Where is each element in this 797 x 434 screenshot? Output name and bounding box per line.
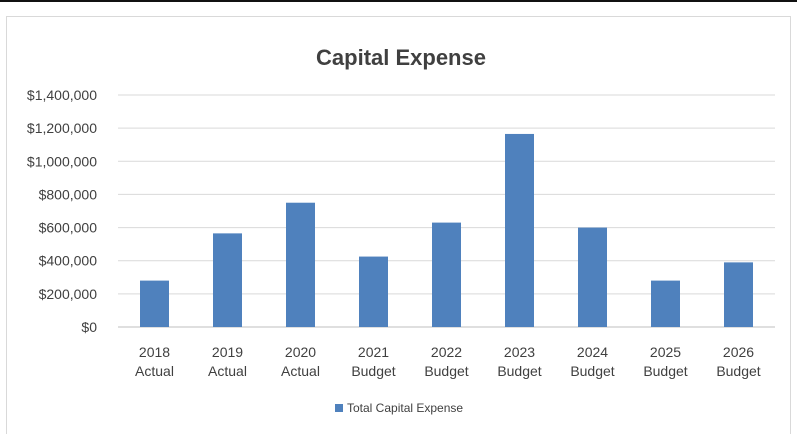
- bar: [140, 280, 169, 327]
- y-tick-label: $1,000,000: [27, 153, 97, 169]
- chart-frame: [6, 16, 791, 434]
- x-category-label: 2025: [650, 344, 681, 360]
- y-tick-label: $200,000: [39, 286, 98, 302]
- x-category-label: Budget: [570, 363, 614, 379]
- legend-label: Total Capital Expense: [347, 401, 463, 415]
- x-category-label: Budget: [497, 363, 541, 379]
- y-tick-label: $1,400,000: [27, 87, 97, 103]
- x-category-label: Budget: [643, 363, 687, 379]
- x-category-label: 2019: [212, 344, 243, 360]
- x-category-label: Budget: [351, 363, 395, 379]
- x-category-label: Actual: [208, 363, 247, 379]
- y-tick-label: $1,200,000: [27, 120, 97, 136]
- bar: [213, 233, 242, 327]
- legend-swatch: [335, 404, 343, 412]
- top-rule: [0, 0, 797, 2]
- y-tick-label: $0: [81, 319, 97, 335]
- bar: [578, 227, 607, 327]
- x-category-label: 2023: [504, 344, 535, 360]
- bar: [724, 262, 753, 327]
- bar: [286, 202, 315, 327]
- x-category-label: Budget: [716, 363, 760, 379]
- x-category-label: Actual: [281, 363, 320, 379]
- y-tick-label: $600,000: [39, 220, 98, 236]
- x-category-label: 2026: [723, 344, 754, 360]
- y-tick-label: $400,000: [39, 253, 98, 269]
- bar: [432, 222, 461, 327]
- x-category-label: 2021: [358, 344, 389, 360]
- chart-title: Capital Expense: [316, 45, 486, 70]
- x-category-label: 2020: [285, 344, 316, 360]
- y-tick-label: $800,000: [39, 186, 98, 202]
- x-category-label: Budget: [424, 363, 468, 379]
- x-category-label: Actual: [135, 363, 174, 379]
- y-axis-tick-labels: $0 $200,000 $400,000 $600,000 $800,000 $1,000…: [27, 87, 97, 335]
- bars: [140, 133, 753, 327]
- bar: [651, 280, 680, 327]
- bar: [505, 133, 534, 327]
- bar: [359, 256, 388, 327]
- x-axis-category-labels: 2018 Actual 2019 Actual 2020 Actual 2021 Budget…: [135, 344, 761, 379]
- x-category-label: 2018: [139, 344, 170, 360]
- legend: Total Capital Expense: [335, 401, 463, 415]
- x-category-label: 2022: [431, 344, 462, 360]
- x-category-label: 2024: [577, 344, 608, 360]
